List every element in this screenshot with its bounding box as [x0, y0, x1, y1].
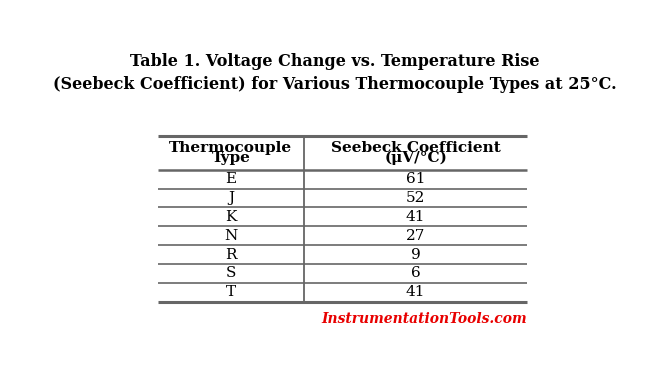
- Text: 52: 52: [406, 191, 425, 205]
- Text: Table 1. Voltage Change vs. Temperature Rise
(Seebeck Coefficient) for Various T: Table 1. Voltage Change vs. Temperature …: [53, 53, 616, 93]
- Text: S: S: [226, 266, 236, 280]
- Text: 9: 9: [411, 247, 421, 262]
- Text: T: T: [226, 285, 236, 299]
- Text: 41: 41: [406, 285, 425, 299]
- Text: N: N: [224, 229, 238, 243]
- Text: 6: 6: [411, 266, 421, 280]
- Text: Seebeck Coefficient: Seebeck Coefficient: [331, 141, 500, 155]
- Text: 27: 27: [406, 229, 425, 243]
- Text: 61: 61: [406, 172, 425, 186]
- Text: E: E: [225, 172, 236, 186]
- Text: Type: Type: [212, 151, 250, 165]
- Text: K: K: [225, 210, 236, 224]
- Text: J: J: [228, 191, 234, 205]
- Text: R: R: [225, 247, 236, 262]
- Text: InstrumentationTools.com: InstrumentationTools.com: [321, 312, 527, 326]
- Text: (μV/°C): (μV/°C): [384, 151, 447, 165]
- Text: Thermocouple: Thermocouple: [169, 141, 293, 155]
- Text: 41: 41: [406, 210, 425, 224]
